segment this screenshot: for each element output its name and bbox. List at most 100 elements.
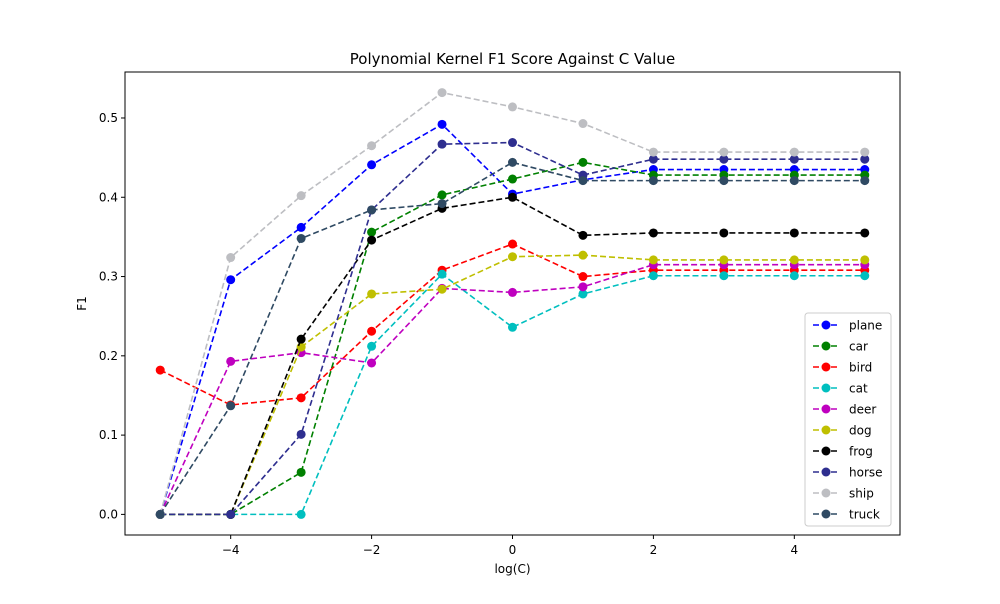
legend-label-bird: bird (849, 361, 872, 375)
legend-item-truck: truck (813, 508, 880, 522)
x-tick-label: −2 (363, 543, 381, 557)
legend-frame (804, 312, 892, 527)
legend-label-horse: horse (849, 466, 883, 480)
legend: plane car bird cat deer dog frog horse ship truck (804, 312, 892, 527)
series-truck (155, 157, 870, 519)
data-point-frog (860, 228, 870, 238)
y-tick-label: 0.0 (99, 507, 118, 521)
data-point-dog (296, 342, 306, 352)
data-point-frog (508, 192, 517, 202)
data-point-car (437, 190, 447, 200)
legend-label-truck: truck (849, 508, 880, 522)
data-point-bird (578, 272, 588, 282)
legend-marker-ship (821, 488, 831, 498)
data-point-truck (648, 176, 658, 186)
data-point-truck (860, 176, 870, 186)
data-point-cat (719, 271, 729, 281)
y-tick-label: 0.1 (99, 428, 118, 442)
y-axis-label: F1 (75, 296, 89, 311)
data-point-ship (296, 191, 306, 201)
data-point-frog (578, 230, 588, 240)
data-point-plane (226, 275, 236, 285)
data-point-truck (789, 176, 799, 186)
legend-label-car: car (849, 340, 868, 354)
data-point-ship (508, 102, 517, 112)
legend-marker-frog (821, 446, 831, 456)
data-point-ship (437, 88, 447, 98)
data-point-frog (296, 334, 306, 344)
data-point-truck (226, 401, 236, 411)
data-point-truck (155, 509, 165, 519)
data-point-cat (508, 322, 517, 332)
plot-area (124, 71, 901, 536)
data-point-deer (508, 287, 517, 297)
data-point-car (367, 227, 377, 237)
legend-label-deer: deer (849, 403, 876, 417)
legend-item-ship: ship (813, 487, 874, 501)
legend-marker-cat (821, 383, 831, 393)
data-point-truck (437, 199, 447, 209)
data-point-bird (155, 365, 165, 375)
legend-item-frog: frog (813, 445, 873, 459)
data-point-frog (367, 235, 377, 245)
data-point-horse (648, 154, 658, 164)
y-tick-label: 0.5 (99, 111, 118, 125)
data-point-car (508, 174, 517, 184)
data-point-horse (437, 139, 447, 149)
data-point-horse (789, 154, 799, 164)
x-axis-label: log(C) (494, 562, 530, 576)
x-tick-label: 0 (509, 543, 517, 557)
legend-items: plane car bird cat deer dog frog horse ship truck (813, 319, 883, 522)
legend-marker-horse (821, 467, 831, 477)
data-point-bird (296, 393, 306, 403)
data-point-dog (367, 289, 377, 299)
data-point-dog (719, 255, 729, 265)
data-point-ship (578, 119, 588, 129)
series-ship (155, 88, 870, 519)
data-point-horse (508, 138, 517, 148)
data-point-dog (648, 255, 658, 265)
legend-marker-truck (821, 509, 831, 519)
data-point-car (296, 467, 306, 477)
data-point-dog (508, 252, 517, 262)
data-point-truck (367, 205, 377, 215)
y-tick-label: 0.2 (99, 349, 118, 363)
legend-marker-plane (821, 320, 831, 330)
legend-item-cat: cat (813, 382, 868, 396)
x-tick-label: 2 (650, 543, 658, 557)
legend-item-horse: horse (813, 466, 883, 480)
data-point-deer (578, 282, 588, 292)
series-line-truck (159, 161, 865, 515)
legend-item-car: car (813, 340, 868, 354)
legend-label-dog: dog (849, 424, 872, 438)
data-point-cat (648, 271, 658, 281)
data-point-truck (296, 233, 306, 243)
data-point-plane (367, 160, 377, 170)
data-point-bird (367, 326, 377, 336)
data-point-ship (719, 147, 729, 157)
data-point-horse (296, 429, 306, 439)
data-point-dog (789, 255, 799, 265)
data-point-ship (367, 141, 377, 151)
data-point-ship (789, 147, 799, 157)
legend-label-frog: frog (849, 445, 873, 459)
data-point-frog (648, 228, 658, 238)
legend-marker-deer (821, 404, 831, 414)
data-point-dog (578, 250, 588, 260)
data-point-horse (860, 154, 870, 164)
legend-marker-car (821, 341, 831, 351)
data-point-cat (367, 341, 377, 351)
data-point-plane (296, 222, 306, 232)
data-point-truck (578, 176, 588, 186)
data-point-deer (226, 356, 236, 366)
legend-item-dog: dog (813, 424, 872, 438)
legend-item-deer: deer (813, 403, 876, 417)
data-point-cat (437, 269, 447, 279)
x-axis-ticks: −4 −2 0 2 4 (222, 535, 798, 557)
y-tick-label: 0.3 (99, 270, 118, 284)
data-point-cat (578, 289, 588, 299)
data-point-horse (226, 509, 236, 519)
data-point-car (578, 157, 588, 167)
legend-label-ship: ship (849, 487, 874, 501)
